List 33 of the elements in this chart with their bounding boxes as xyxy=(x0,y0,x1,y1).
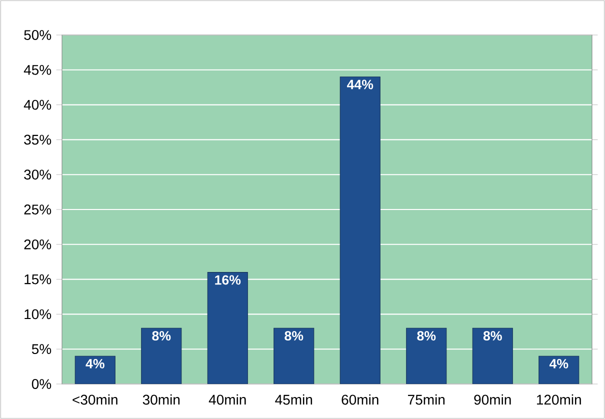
x-tick-label: 60min xyxy=(342,394,378,405)
data-label: 44% xyxy=(346,80,374,90)
data-label: 8% xyxy=(417,331,436,341)
bar xyxy=(208,272,248,384)
x-tick-label: 30min xyxy=(142,394,180,405)
y-tick-label: 35% xyxy=(24,134,52,145)
x-tick-label: 45min xyxy=(275,394,312,405)
y-tick-label: 15% xyxy=(24,274,52,284)
y-tick-label: 10% xyxy=(24,309,52,320)
y-tick-label: 20% xyxy=(24,239,52,250)
y-tick-label: 0% xyxy=(32,379,52,389)
data-label: 4% xyxy=(549,359,568,368)
data-label: 4% xyxy=(86,359,104,368)
x-tick-label: <30min xyxy=(72,394,118,405)
y-tick-label: 45% xyxy=(24,64,52,75)
data-label: 8% xyxy=(152,331,171,341)
y-tick-label: 5% xyxy=(32,344,52,354)
y-tick-label: 40% xyxy=(24,100,52,110)
bar xyxy=(141,328,182,384)
bar xyxy=(274,328,314,384)
data-label: 16% xyxy=(215,275,241,285)
y-tick-label: 50% xyxy=(24,30,52,40)
bar xyxy=(472,328,513,384)
y-tick-label: 30% xyxy=(24,170,52,180)
data-label: 8% xyxy=(483,331,502,341)
x-tick-label: 40min xyxy=(208,394,246,405)
data-label: 8% xyxy=(284,331,304,341)
bar xyxy=(406,328,446,384)
x-tick-label: 75min xyxy=(408,394,445,405)
y-tick-label: 25% xyxy=(24,204,52,214)
x-tick-label: 90min xyxy=(474,394,511,405)
bar xyxy=(340,76,380,384)
x-tick-label: 120min xyxy=(536,394,581,405)
